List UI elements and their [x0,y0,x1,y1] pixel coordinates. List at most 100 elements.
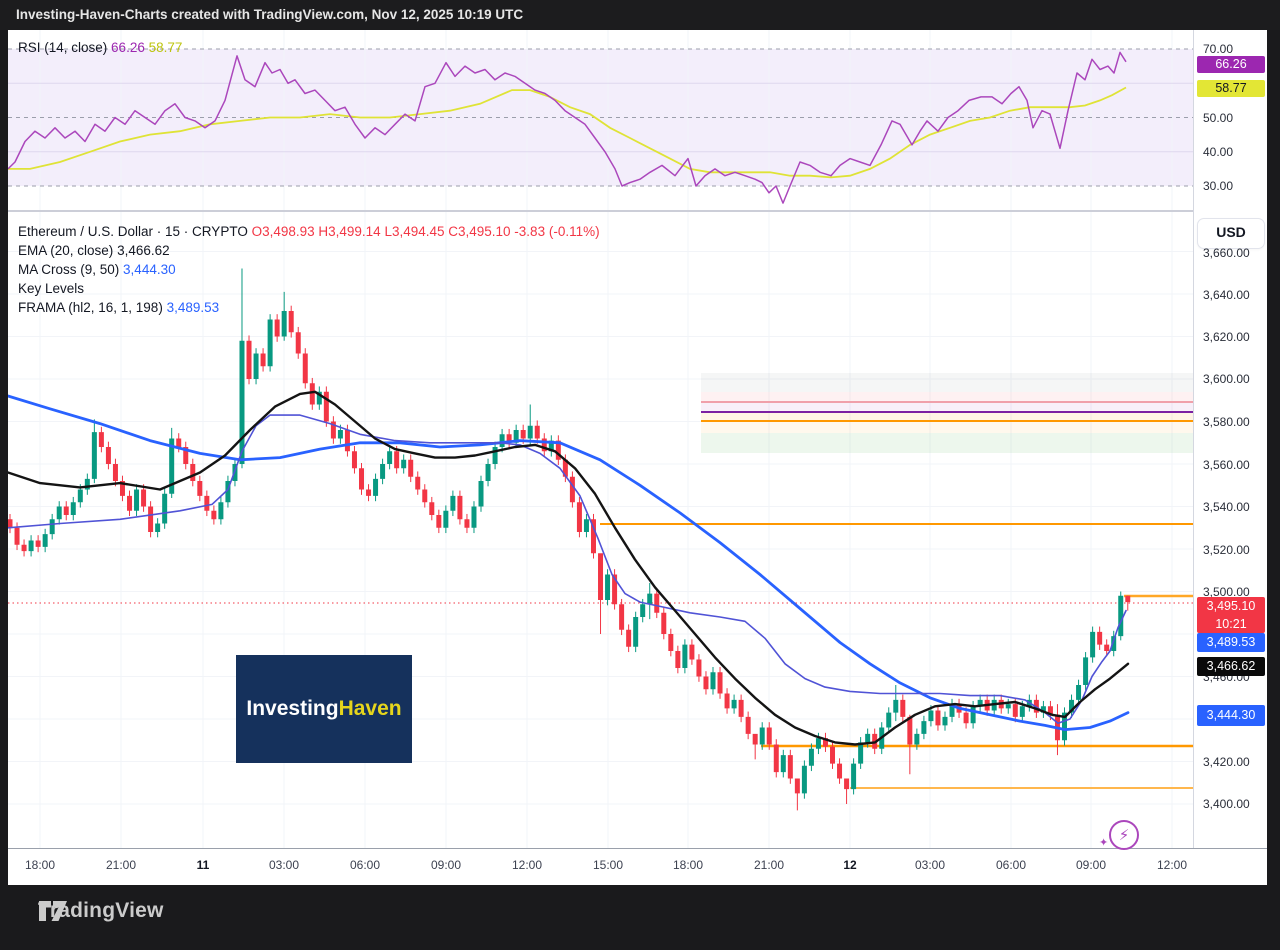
tradingview-logo-icon [39,900,67,921]
candle [1040,706,1046,713]
price-value-badge: 3,489.53 [1197,633,1265,652]
candle [422,489,428,503]
price-legend[interactable]: Ethereum / U.S. Dollar · 15 · CRYPTO O3,… [18,222,600,317]
candle [661,612,667,634]
candle [309,383,315,405]
candle [598,553,604,600]
candle [808,748,814,766]
candle [534,425,540,439]
ma50-line [8,394,1130,731]
candle [56,506,62,520]
price-value-badge: 3,444.30 [1197,705,1265,726]
rsi-axis-label: 70.00 [1203,42,1234,56]
macross-value: 3,444.30 [123,262,176,277]
candle [98,432,104,447]
time-axis-label: 03:00 [914,858,946,872]
candle [717,672,723,694]
legend-keylevels-row[interactable]: Key Levels [18,279,600,298]
time-axis-label: 12:00 [511,858,543,872]
candle [260,353,266,367]
boost-lightning-icon[interactable]: ⚡ [1109,820,1139,850]
watermark-text-2: Haven [338,697,402,720]
legend-ema-row[interactable]: EMA (20, close) 3,466.62 [18,241,600,260]
candle [288,311,294,333]
price-axis-label: 3,420.00 [1203,755,1250,769]
candle [1097,631,1103,645]
candle [949,704,955,717]
legend-symbol-row[interactable]: Ethereum / U.S. Dollar · 15 · CRYPTO O3,… [18,222,600,241]
candle [387,451,393,464]
candle [1118,595,1124,637]
candle [366,489,372,496]
candle [619,604,625,630]
chart-card: RSI (14, close) 66.26 58.77 Ethereum / U… [8,30,1267,885]
candle [830,746,836,764]
candle [1069,699,1075,713]
candle [724,693,730,709]
key-level-zone-band [701,422,1193,433]
price-axis[interactable]: USD 70.00 50.00 40.00 30.00 3,660.00 3,640.00… [1193,30,1267,848]
candle [49,519,55,535]
candle [682,644,688,668]
time-axis-label: 12:00 [1156,858,1188,872]
rsi-legend[interactable]: RSI (14, close) 66.26 58.77 [18,38,182,57]
candle [42,534,48,547]
candle [893,699,899,713]
candle [63,506,69,515]
candle [183,447,189,464]
candle [190,464,196,481]
watermark-text-1: Investing [246,697,339,720]
candle [555,440,561,460]
price-pane-canvas[interactable] [8,212,1193,848]
rsi-pane-canvas[interactable] [8,30,1193,210]
tradingview-brand-text: TradingView [38,899,164,922]
candle [977,699,983,707]
candle [1125,595,1131,603]
pane-divider[interactable] [8,210,1267,212]
candle [689,644,695,660]
candle [1104,644,1110,651]
candle [710,672,716,690]
legend-frama-row[interactable]: FRAMA (hl2, 16, 1, 198) 3,489.53 [18,298,600,317]
candle [77,489,83,503]
candle [295,332,301,354]
candle [162,493,168,524]
key-level-zone-band [701,433,1193,453]
candle [302,353,308,384]
candle [218,502,224,520]
symbol-title: Ethereum / U.S. Dollar · 15 · CRYPTO [18,224,248,239]
candle [211,510,217,520]
candle [35,540,41,547]
candle [436,515,442,528]
price-value-badge: 3,495.10 10:21 [1197,597,1265,633]
candle [84,478,90,490]
title-bar: Investing-Haven-Charts created with Trad… [0,0,1280,30]
time-axis-label: 06:00 [995,858,1027,872]
time-axis-label: 11 [196,858,210,872]
tradingview-footer[interactable]: TradingView [38,899,164,923]
key-level-zone-band [701,402,1193,412]
candle [865,733,871,743]
candle [70,502,76,515]
candle [745,716,751,734]
candle [429,502,435,515]
time-axis-label: 03:00 [268,858,300,872]
usd-currency-button[interactable]: USD [1197,218,1265,249]
candle [851,763,857,790]
candle [485,464,491,481]
time-axis-label: 18:00 [24,858,56,872]
candle [450,495,456,511]
candle [801,765,807,794]
candle [1083,657,1089,685]
candle [731,699,737,709]
candle [499,434,505,447]
price-axis-label: 3,500.00 [1203,585,1250,599]
candle [134,489,140,511]
time-axis-label: 09:00 [1075,858,1107,872]
candle [738,699,744,717]
time-axis[interactable]: 18:00 21:00 11 03:00 06:00 09:00 12:00 15:00 18:… [8,848,1267,885]
candle [647,593,653,605]
candle [373,478,379,496]
candle [907,716,913,745]
legend-macross-row[interactable]: MA Cross (9, 50) 3,444.30 [18,260,600,279]
